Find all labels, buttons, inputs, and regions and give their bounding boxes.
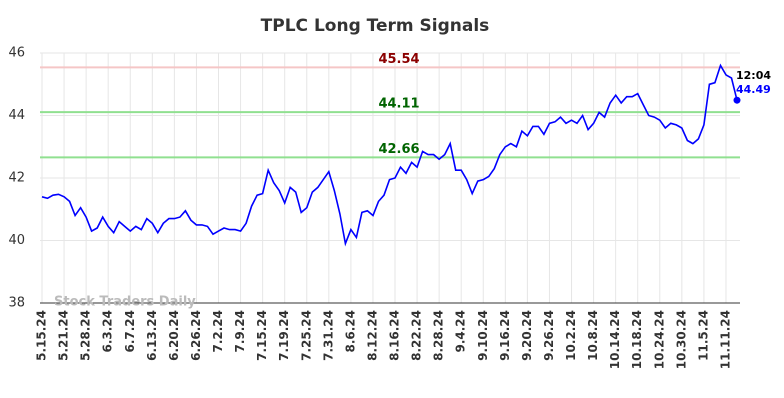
- x-tick-label: 6.3.24: [101, 310, 115, 353]
- last-time: 12:04: [736, 69, 771, 82]
- y-tick-label: 42: [8, 171, 25, 186]
- signal-label: 42.66: [378, 142, 419, 157]
- x-tick-label: 10.24.24: [652, 310, 666, 369]
- x-tick-label: 7.19.24: [277, 310, 291, 361]
- x-tick-label: 5.28.24: [79, 310, 93, 361]
- last-point: [733, 96, 741, 104]
- x-tick-label: 8.6.24: [343, 310, 357, 353]
- y-tick-label: 40: [8, 233, 25, 248]
- x-tick-label: 9.26.24: [542, 310, 556, 361]
- signal-label: 44.11: [378, 97, 419, 112]
- x-tick-label: 8.16.24: [388, 310, 402, 361]
- chart-title: TPLC Long Term Signals: [261, 16, 490, 36]
- x-tick-label: 9.16.24: [498, 310, 512, 361]
- y-tick-label: 38: [8, 296, 25, 311]
- x-tick-label: 8.22.24: [410, 310, 424, 361]
- x-tick-label: 7.2.24: [211, 310, 225, 353]
- x-tick-label: 11.5.24: [696, 310, 710, 361]
- x-tick-label: 5.15.24: [35, 310, 49, 361]
- x-tick-label: 7.25.24: [299, 310, 313, 361]
- x-tick-label: 7.9.24: [233, 310, 247, 353]
- x-tick-label: 10.14.24: [608, 310, 622, 369]
- y-tick-label: 44: [8, 108, 25, 123]
- signal-label: 45.54: [378, 52, 419, 67]
- x-tick-label: 6.26.24: [189, 310, 203, 361]
- x-tick-label: 11.11.24: [718, 310, 732, 369]
- x-tick-label: 8.28.24: [432, 310, 446, 361]
- watermark: Stock Traders Daily: [54, 295, 196, 310]
- x-tick-label: 5.21.24: [57, 310, 71, 361]
- x-tick-label: 10.30.24: [674, 310, 688, 369]
- x-tick-label: 10.8.24: [586, 310, 600, 361]
- x-tick-label: 6.20.24: [167, 310, 181, 361]
- x-tick-label: 7.15.24: [255, 310, 269, 361]
- last-value: 44.49: [736, 83, 771, 96]
- y-tick-label: 46: [8, 46, 25, 61]
- x-tick-label: 10.18.24: [630, 310, 644, 369]
- x-tick-label: 6.13.24: [145, 310, 159, 361]
- price-line: [41, 63, 738, 247]
- x-tick-label: 10.2.24: [564, 310, 578, 361]
- x-tick-label: 9.20.24: [520, 310, 534, 361]
- x-tick-label: 7.31.24: [321, 310, 335, 361]
- x-tick-label: 8.12.24: [365, 310, 379, 361]
- x-tick-label: 9.10.24: [476, 310, 490, 361]
- x-tick-label: 9.4.24: [454, 310, 468, 353]
- x-tick-label: 6.7.24: [123, 310, 137, 353]
